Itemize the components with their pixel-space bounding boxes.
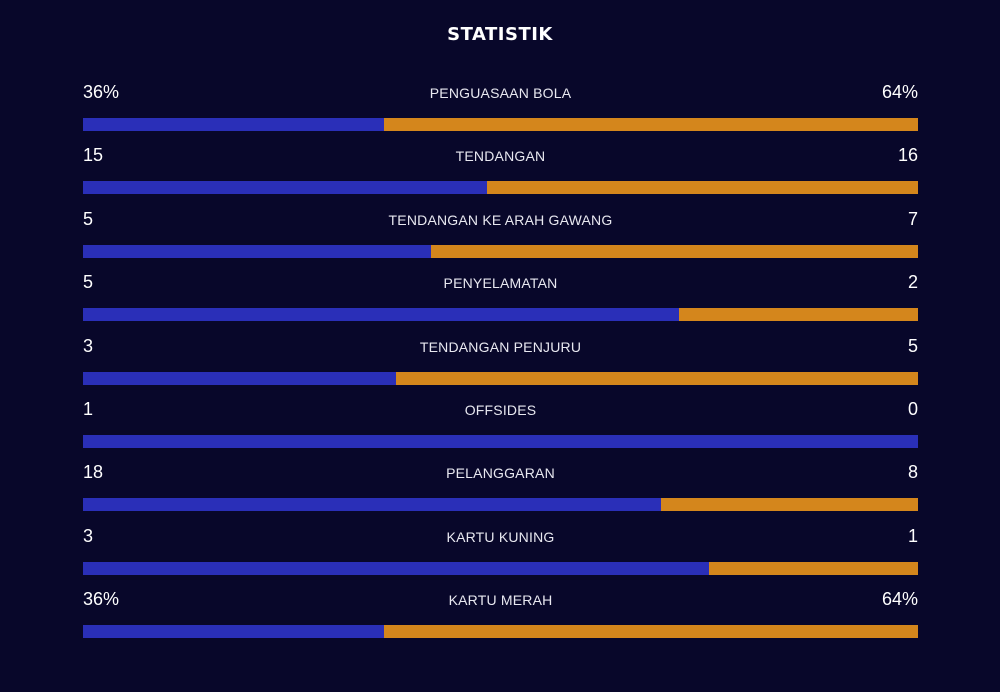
stat-bar <box>83 118 918 131</box>
away-value: 64% <box>881 589 918 610</box>
away-bar-fill <box>660 498 918 512</box>
stats-list: 36% PENGUASAAN BOLA 64% 15 TENDANGAN 16 … <box>83 80 918 651</box>
home-bar-fill <box>83 308 680 322</box>
stat-bar <box>83 434 918 448</box>
stat-row-shots-on-target: 5 TENDANGAN KE ARAH GAWANG 7 <box>83 207 918 270</box>
away-value: 2 <box>907 272 918 293</box>
home-value: 18 <box>83 462 104 483</box>
stat-row-offsides: 1 OFFSIDES 0 <box>83 397 918 460</box>
home-bar-fill <box>83 244 432 258</box>
home-bar-fill <box>83 561 710 575</box>
home-bar-fill <box>83 434 918 448</box>
home-bar-fill <box>83 498 661 512</box>
stat-bar <box>83 625 918 639</box>
stat-label: OFFSIDES <box>464 401 537 418</box>
stat-row-possession: 36% PENGUASAAN BOLA 64% <box>83 80 918 143</box>
home-bar-fill <box>83 118 384 131</box>
stat-label: TENDANGAN KE ARAH GAWANG <box>388 211 613 228</box>
away-value: 0 <box>907 398 918 419</box>
away-bar-fill <box>679 308 918 322</box>
home-bar-fill <box>83 371 397 385</box>
stats-title: STATISTIK <box>447 24 553 45</box>
away-bar-fill <box>383 118 918 131</box>
stat-row-red-cards: 36% KARTU MERAH 64% <box>83 587 918 650</box>
stat-row-fouls: 18 PELANGGARAN 8 <box>83 460 918 523</box>
stat-label: KARTU MERAH <box>448 592 553 609</box>
away-bar-fill <box>431 244 918 258</box>
stat-row-shots: 15 TENDANGAN 16 <box>83 143 918 206</box>
away-bar-fill <box>396 371 918 385</box>
home-value: 36% <box>83 82 120 102</box>
stat-bar <box>83 498 918 512</box>
away-value: 7 <box>907 208 918 229</box>
stat-bar <box>83 561 918 575</box>
away-value: 8 <box>907 462 918 483</box>
home-value: 15 <box>83 145 104 166</box>
home-value: 5 <box>83 208 94 229</box>
stat-bar <box>83 181 918 195</box>
stat-bar <box>83 371 918 385</box>
stat-label: TENDANGAN <box>455 148 546 165</box>
stat-row-saves: 5 PENYELAMATAN 2 <box>83 270 918 333</box>
home-bar-fill <box>83 625 384 639</box>
stat-label: PELANGGARAN <box>446 465 555 482</box>
stat-row-yellow-cards: 3 KARTU KUNING 1 <box>83 524 918 587</box>
home-value: 36% <box>83 589 120 610</box>
stat-label: KARTU KUNING <box>446 528 555 545</box>
stat-bar <box>83 308 918 322</box>
away-bar-fill <box>383 625 918 639</box>
home-bar-fill <box>83 181 488 195</box>
home-value: 3 <box>83 335 94 356</box>
stat-label: TENDANGAN PENJURU <box>419 338 582 355</box>
away-bar-fill <box>487 181 918 195</box>
home-value: 1 <box>83 398 94 419</box>
away-value: 1 <box>907 525 918 546</box>
away-value: 5 <box>907 335 918 356</box>
away-value: 64% <box>881 82 918 102</box>
stat-label: PENGUASAAN BOLA <box>429 85 572 101</box>
stat-bar <box>83 244 918 258</box>
home-value: 5 <box>83 272 94 293</box>
stat-label: PENYELAMATAN <box>443 275 558 292</box>
home-value: 3 <box>83 525 94 546</box>
away-bar-fill <box>709 561 918 575</box>
away-value: 16 <box>897 145 918 166</box>
stat-row-corners: 3 TENDANGAN PENJURU 5 <box>83 334 918 397</box>
